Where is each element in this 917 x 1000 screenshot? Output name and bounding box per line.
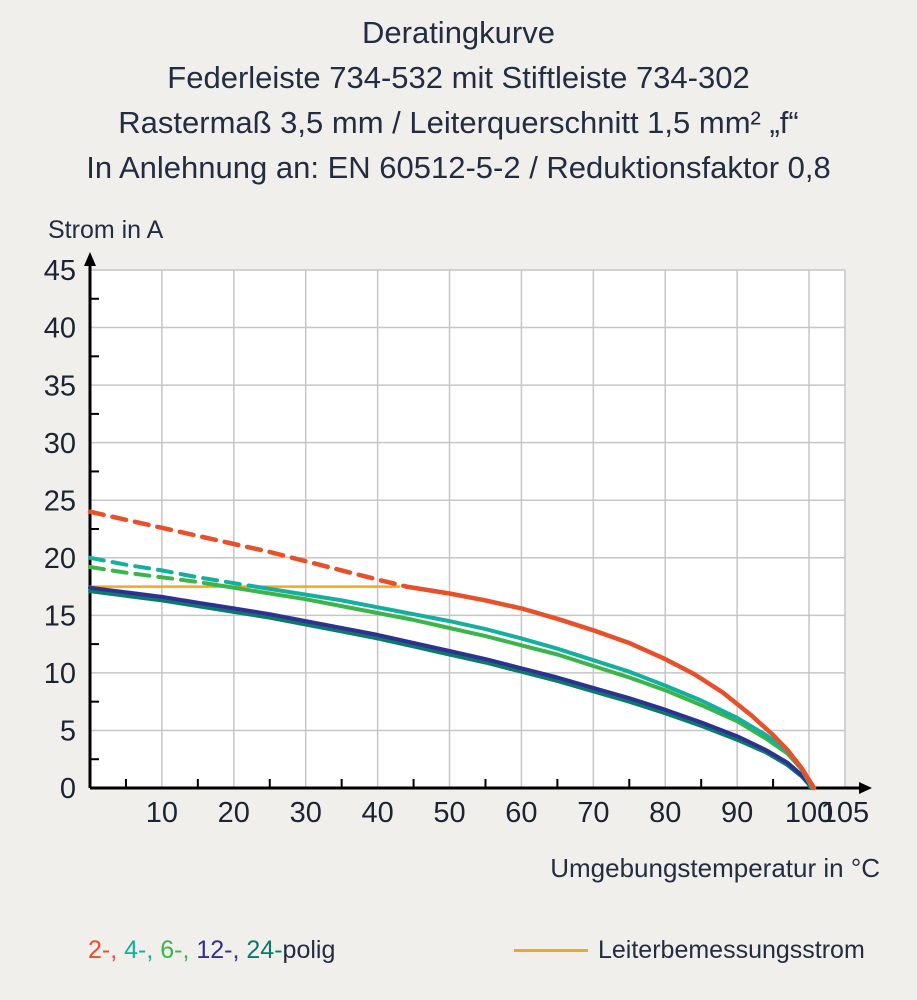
derating-curve-chart: 0 5 10 15 20 25 30 35 40 45 10 20 30 40 50 60 70 80 90 1001… xyxy=(44,252,872,829)
x-tick-label: 10 xyxy=(146,797,178,829)
x-tick-label: 105 xyxy=(821,797,869,829)
chart-title-block: Deratingkurve Federleiste 734-532 mit St… xyxy=(0,10,917,190)
x-tick-label: 20 xyxy=(218,797,250,829)
x-tick-label: 100 xyxy=(785,797,833,829)
y-tick-label: 5 xyxy=(60,716,76,748)
y-tick-label: 40 xyxy=(44,313,76,345)
y-tick-label: 0 xyxy=(60,773,76,805)
chart-subtitle-specs: Rastermaß 3,5 mm / Leiterquerschnitt 1,5… xyxy=(118,105,799,140)
chart-subtitle-norm: In Anlehnung an: EN 60512-5-2 / Reduktio… xyxy=(86,150,831,185)
y-tick-label: 25 xyxy=(44,485,76,517)
x-tick-label: 50 xyxy=(433,797,465,829)
pole-legend-suffix: polig xyxy=(282,936,336,964)
chart-subtitle-parts: Federleiste 734-532 mit Stiftleiste 734-… xyxy=(167,60,750,95)
y-tick-label: 15 xyxy=(44,600,76,632)
pole-legend-2-polig: 2-, xyxy=(88,936,125,964)
y-tick-label: 45 xyxy=(44,255,76,287)
pole-legend-4-polig: 4-, xyxy=(124,936,161,964)
curve-6-polig xyxy=(88,565,222,588)
x-tick-label: 30 xyxy=(290,797,322,829)
rated-current-line-swatch xyxy=(514,949,588,952)
pole-legend-12-polig: 12-, xyxy=(196,936,247,964)
x-tick-label: 40 xyxy=(361,797,393,829)
pole-legend-6-polig: 6-, xyxy=(160,936,197,964)
curve-2-polig xyxy=(87,509,409,589)
x-tick-label: 90 xyxy=(721,797,753,829)
chart-title: Deratingkurve xyxy=(362,15,555,50)
y-tick-label: 35 xyxy=(44,370,76,402)
x-tick-label: 80 xyxy=(649,797,681,829)
pole-legend-24-polig: 24- xyxy=(246,936,283,964)
curve-2-polig xyxy=(404,584,817,791)
curve-4-polig xyxy=(88,555,258,589)
y-axis-title: Strom in A xyxy=(48,216,164,244)
poles-legend: 2-, 4-, 6-, 12-, 24-polig xyxy=(88,936,335,965)
x-tick-label: 60 xyxy=(505,797,537,829)
curve-12-polig xyxy=(88,585,814,790)
rated-current-label: Leiterbemessungsstrom xyxy=(598,936,865,964)
y-tick-label: 10 xyxy=(44,658,76,690)
y-tick-label: 30 xyxy=(44,428,76,460)
x-axis-title: Umgebungstemperatur in °C xyxy=(550,853,880,883)
y-tick-label: 20 xyxy=(44,543,76,575)
rated-current-legend: Leiterbemessungsstrom xyxy=(514,936,865,965)
x-tick-label: 70 xyxy=(577,797,609,829)
